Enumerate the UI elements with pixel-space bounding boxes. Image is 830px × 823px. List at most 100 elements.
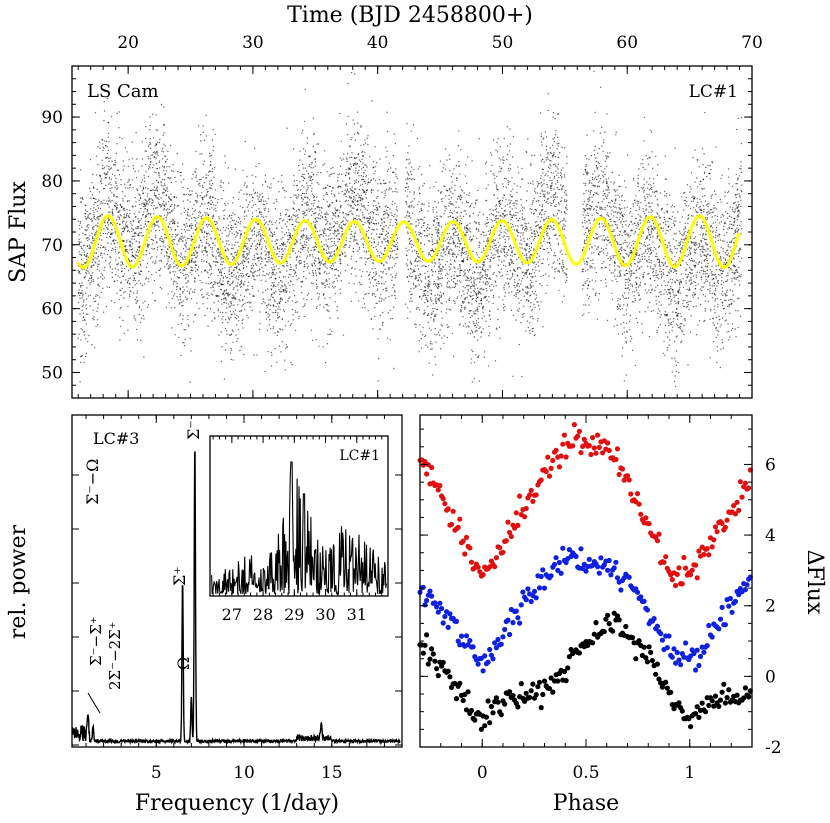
- flux-point: [566, 162, 568, 165]
- flux-point: [529, 208, 531, 210]
- flux-point: [210, 293, 212, 295]
- flux-point: [616, 324, 618, 326]
- flux-point: [240, 232, 242, 235]
- flux-point: [238, 274, 240, 276]
- flux-point: [618, 307, 620, 310]
- flux-point: [664, 324, 666, 327]
- flux-point: [237, 304, 239, 306]
- flux-point: [436, 334, 438, 336]
- flux-point: [444, 205, 446, 208]
- flux-point: [417, 224, 419, 226]
- flux-point: [610, 181, 612, 183]
- flux-point: [605, 282, 607, 284]
- flux-point: [677, 312, 680, 315]
- flux-point: [664, 239, 666, 241]
- flux-point: [674, 248, 676, 250]
- flux-point: [613, 183, 615, 185]
- flux-point: [199, 178, 201, 181]
- flux-point: [409, 177, 411, 180]
- flux-point: [138, 199, 140, 201]
- flux-point: [479, 271, 482, 273]
- flux-point: [184, 266, 186, 269]
- flux-point: [351, 152, 353, 154]
- flux-point: [666, 245, 669, 247]
- flux-point: [531, 232, 533, 234]
- flux-point: [672, 259, 674, 262]
- flux-point: [547, 158, 549, 160]
- flux-point: [432, 303, 434, 305]
- flux-point: [89, 274, 92, 277]
- flux-point: [108, 200, 110, 202]
- flux-point: [156, 150, 158, 153]
- flux-point: [136, 290, 139, 292]
- flux-point: [500, 250, 502, 252]
- flux-point: [250, 265, 252, 267]
- flux-point: [159, 237, 162, 240]
- flux-point: [140, 317, 143, 319]
- flux-point: [619, 248, 621, 251]
- flux-point: [430, 317, 432, 319]
- flux-point: [505, 232, 507, 234]
- flux-point: [365, 164, 367, 166]
- flux-point: [205, 135, 208, 137]
- flux-point: [179, 293, 181, 296]
- flux-point: [547, 197, 549, 200]
- flux-point: [492, 254, 494, 256]
- flux-point: [433, 318, 435, 320]
- flux-point: [632, 243, 635, 245]
- flux-point: [322, 235, 325, 237]
- flux-point: [482, 274, 484, 277]
- flux-point: [692, 275, 695, 277]
- flux-point: [85, 352, 88, 355]
- flux-point: [438, 237, 440, 239]
- flux-point: [93, 211, 95, 214]
- flux-point: [185, 246, 187, 248]
- flux-point: [485, 173, 487, 175]
- flux-point: [203, 196, 205, 198]
- flux-point: [715, 327, 717, 330]
- flux-point: [185, 256, 187, 258]
- flux-point: [241, 305, 243, 307]
- flux-point: [493, 272, 495, 274]
- flux-point: [702, 273, 704, 275]
- flux-point: [562, 225, 565, 228]
- flux-point: [332, 167, 334, 169]
- flux-point: [308, 210, 310, 213]
- flux-point: [656, 276, 658, 279]
- flux-point: [606, 252, 609, 254]
- flux-point: [640, 163, 642, 165]
- flux-point: [320, 241, 323, 243]
- flux-point: [108, 206, 110, 208]
- flux-point: [711, 216, 713, 218]
- flux-point: [300, 189, 302, 191]
- flux-point: [304, 150, 307, 152]
- flux-point: [650, 310, 653, 313]
- flux-point: [84, 319, 86, 322]
- flux-point: [351, 200, 353, 202]
- flux-point: [739, 284, 741, 286]
- flux-point: [553, 152, 555, 154]
- flux-point: [581, 268, 584, 271]
- flux-point: [618, 266, 620, 268]
- flux-point: [717, 273, 720, 276]
- flux-point: [682, 286, 685, 289]
- flux-point: [429, 289, 431, 291]
- flux-point: [521, 216, 523, 218]
- flux-point: [131, 158, 134, 160]
- flux-point: [680, 273, 683, 275]
- flux-point: [538, 228, 540, 230]
- flux-point: [719, 258, 721, 260]
- flux-point: [318, 293, 321, 295]
- flux-point: [265, 221, 267, 223]
- flux-point: [631, 284, 633, 286]
- flux-point: [214, 283, 216, 285]
- flux-point: [262, 200, 265, 202]
- flux-point: [341, 230, 343, 233]
- flux-point: [563, 176, 566, 178]
- flux-point: [371, 277, 374, 279]
- flux-point: [633, 295, 635, 297]
- flux-point: [243, 226, 245, 228]
- flux-point: [293, 203, 295, 205]
- flux-point: [740, 171, 742, 174]
- flux-point: [547, 202, 549, 205]
